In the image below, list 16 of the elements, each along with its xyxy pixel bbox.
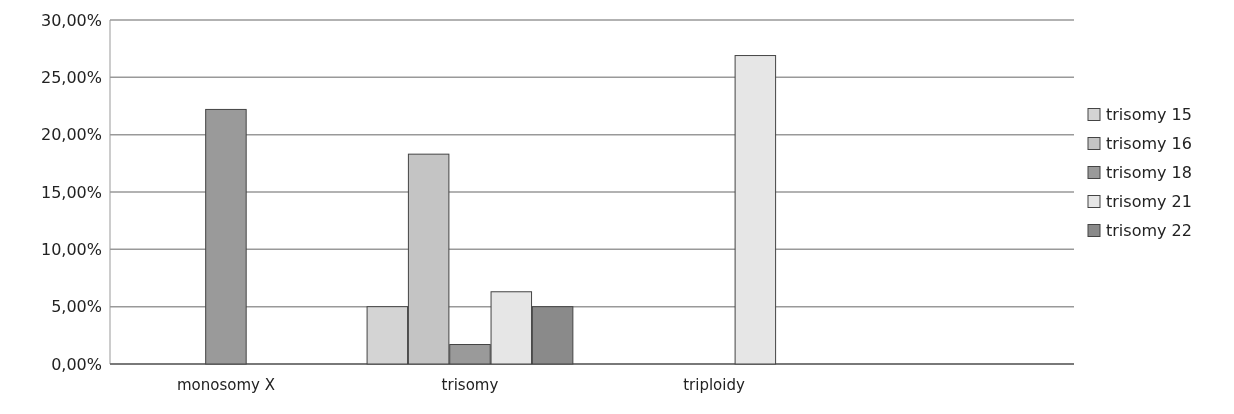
y-tick-label: 25,00% — [40, 67, 102, 87]
y-tick-label: 30,00% — [40, 10, 102, 30]
x-tick-label: trisomy — [441, 376, 499, 394]
y-tick-label: 15,00% — [40, 182, 102, 202]
y-tick-label: 10,00% — [40, 239, 102, 259]
legend-label: trisomy 21 — [1106, 192, 1192, 212]
y-tick-label: 5,00% — [51, 297, 102, 317]
legend-label: trisomy 22 — [1106, 221, 1192, 241]
x-tick-label: monosomy X — [176, 376, 275, 394]
x-tick-label: triploidy — [683, 376, 745, 394]
legend-label: trisomy 15 — [1106, 105, 1192, 125]
bar — [734, 55, 777, 365]
y-tick-label: 0,00% — [51, 354, 102, 374]
y-tick-label: 20,00% — [40, 125, 102, 145]
legend-label: trisomy 16 — [1106, 134, 1192, 154]
legend-label: trisomy 18 — [1106, 163, 1192, 183]
